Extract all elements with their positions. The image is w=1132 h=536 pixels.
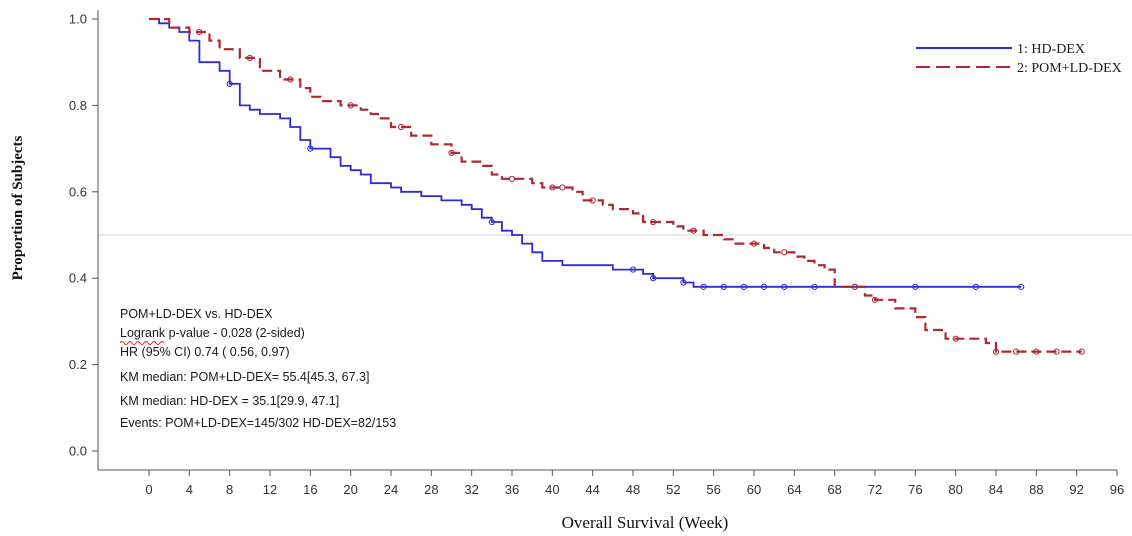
annotation-comparison: POM+LD-DEX vs. HD-DEX: [120, 307, 273, 321]
x-tick-label: 12: [263, 482, 277, 497]
censor-mark: [307, 145, 314, 152]
censor-mark: [760, 283, 768, 290]
x-tick-label: 60: [747, 482, 761, 497]
x-tick-label: 20: [343, 482, 357, 497]
x-tick-label: 88: [1029, 482, 1043, 497]
annotation-hazard-ratio: HR (95% CI) 0.74 ( 0.56, 0.97): [120, 345, 290, 359]
annotation-km-median-pom: KM median: POM+LD-DEX= 55.4[45.3, 67.3]: [120, 370, 369, 384]
censor-mark: [650, 275, 657, 282]
censor-mark: [851, 283, 858, 290]
legend-label-hd-dex: 1: HD-DEX: [1017, 42, 1085, 57]
annotation-km-median-hd: KM median: HD-DEX = 35.1[29.9, 47.1]: [120, 394, 339, 408]
legend-label-pom-ld-dex: 2: POM+LD-DEX: [1017, 61, 1122, 76]
y-tick-label: 0.6: [69, 184, 87, 199]
censor-mark: [397, 123, 405, 131]
y-tick-label: 1.0: [69, 12, 87, 27]
x-axis-title: Overall Survival (Week): [562, 513, 729, 532]
censor-mark: [680, 279, 687, 286]
y-tick-label: 0.8: [69, 98, 87, 113]
censor-mark: [1018, 283, 1025, 290]
x-tick-label: 72: [868, 482, 882, 497]
censor-mark: [700, 283, 707, 290]
censor-mark: [740, 283, 748, 290]
censor-mark: [347, 102, 354, 109]
censor-mark: [781, 249, 788, 256]
censor-mark: [1013, 348, 1020, 355]
censor-mark: [589, 197, 596, 204]
censor-mark: [448, 149, 455, 157]
censor-mark: [1033, 348, 1040, 355]
statistics-annotation: POM+LD-DEX vs. HD-DEX Logrank p-value - …: [119, 307, 396, 430]
annotation-logrank: Logrank p-value - 0.028 (2-sided): [120, 326, 305, 340]
curve-hd-dex: [149, 18, 1022, 288]
x-tick-label: 76: [908, 482, 922, 497]
censor-mark: [750, 240, 758, 247]
y-axis-ticks: 0.0 0.2 0.4 0.6 0.8 1.0: [69, 12, 98, 459]
x-axis-ticks: 0 4 8 12 16 20 24 28 32 36 40 44 48 52 56 60 64 68 72 76 80 8…: [145, 470, 1124, 497]
censor-mark: [912, 283, 919, 290]
censor-mark: [629, 266, 637, 273]
x-tick-label: 52: [666, 482, 680, 497]
x-tick-label: 8: [226, 482, 233, 497]
censor-mark: [549, 184, 556, 191]
censor-mark: [559, 184, 566, 191]
x-tick-label: 96: [1110, 482, 1124, 497]
survival-curves: [149, 17, 1085, 355]
censor-mark: [196, 28, 203, 36]
censor-mark: [811, 283, 818, 290]
censor-mark: [1078, 348, 1085, 355]
censor-mark: [226, 80, 233, 87]
censor-mark: [952, 335, 959, 342]
censor-mark: [992, 348, 1000, 355]
x-tick-label: 28: [424, 482, 438, 497]
x-tick-label: 40: [545, 482, 559, 497]
y-axis-title: Proportion of Subjects: [10, 135, 26, 280]
x-tick-label: 64: [787, 482, 801, 497]
legend: 1: HD-DEX 2: POM+LD-DEX: [916, 42, 1122, 76]
censor-mark: [690, 227, 697, 234]
y-tick-label: 0.0: [69, 444, 87, 459]
x-tick-label: 32: [464, 482, 478, 497]
x-tick-label: 16: [303, 482, 317, 497]
x-tick-label: 48: [626, 482, 640, 497]
y-tick-label: 0.2: [69, 357, 87, 372]
censor-mark: [246, 54, 253, 61]
censor-mark: [650, 218, 657, 226]
curve-pom-ld-dex: [149, 17, 1082, 353]
censor-mark: [781, 283, 788, 290]
x-tick-label: 92: [1069, 482, 1083, 497]
censor-mark: [972, 283, 979, 290]
censor-mark: [287, 76, 294, 83]
x-tick-label: 84: [989, 482, 1003, 497]
censor-mark: [488, 218, 495, 226]
y-tick-label: 0.4: [69, 271, 87, 286]
censor-mark: [871, 296, 879, 303]
annotation-events: Events: POM+LD-DEX=145/302 HD-DEX=82/153: [120, 416, 396, 430]
x-tick-label: 4: [186, 482, 193, 497]
x-tick-label: 68: [827, 482, 841, 497]
spellcheck-underline: [119, 341, 165, 345]
x-tick-label: 56: [706, 482, 720, 497]
censor-mark: [720, 283, 727, 290]
censor-mark: [508, 175, 516, 182]
x-tick-label: 80: [948, 482, 962, 497]
x-tick-label: 24: [384, 482, 398, 497]
x-tick-label: 36: [505, 482, 519, 497]
censor-mark: [1053, 348, 1060, 355]
x-tick-label: 44: [585, 482, 599, 497]
x-tick-label: 0: [145, 482, 152, 497]
